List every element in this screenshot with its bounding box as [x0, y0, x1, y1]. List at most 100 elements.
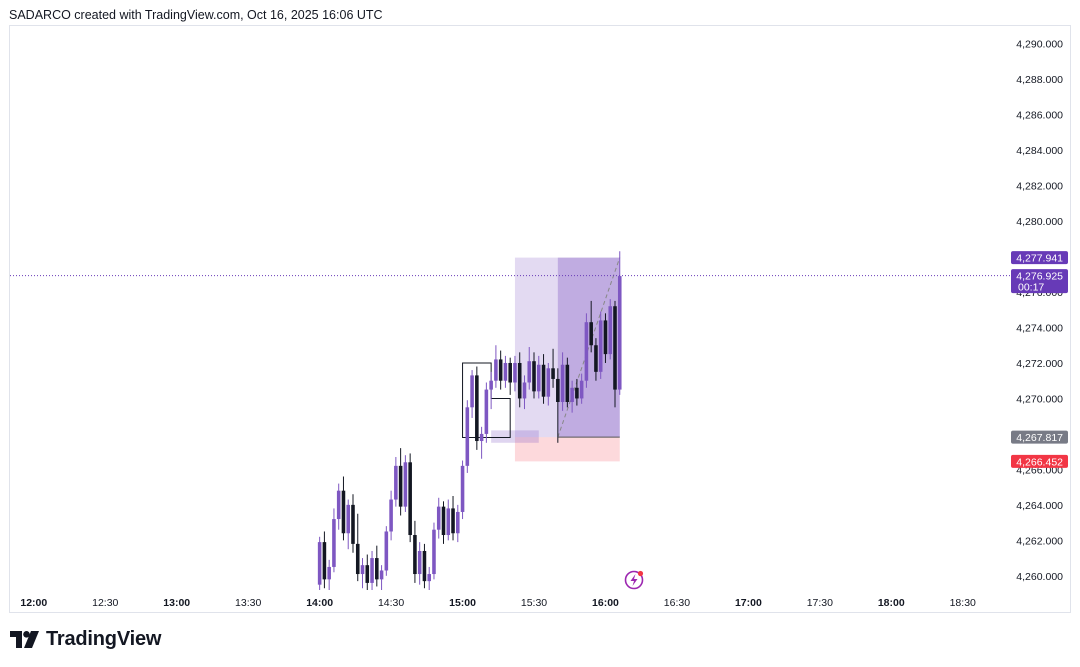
candle-body [570, 387, 574, 402]
candle [451, 496, 455, 541]
candle-body [389, 499, 393, 532]
candle-body [336, 490, 341, 520]
price-tag-label: 4,276.925 [1016, 271, 1063, 283]
candle-body [522, 382, 527, 399]
candle-body [594, 345, 598, 372]
candle [484, 382, 489, 443]
candle-body [370, 558, 374, 583]
candle [384, 526, 389, 576]
candle-body [517, 362, 522, 399]
candle [608, 299, 613, 360]
candle [436, 497, 441, 539]
candle-body [355, 543, 360, 575]
candle [565, 357, 570, 408]
candle [513, 355, 517, 392]
candle [560, 352, 565, 411]
x-tick-label: 15:00 [449, 597, 476, 609]
candle [341, 476, 346, 541]
price-tag-target: 4,277.941 [1011, 251, 1068, 265]
price-tag-entry: 4,267.817 [1011, 430, 1068, 444]
candle-body [394, 465, 398, 500]
candle-body [351, 504, 355, 544]
candle-body [513, 362, 517, 383]
candle [470, 370, 474, 418]
candle-body [532, 361, 536, 392]
candle [332, 508, 336, 573]
candle-body [508, 362, 512, 383]
candle [532, 352, 536, 399]
candle [351, 494, 355, 553]
candle-body [341, 490, 346, 534]
candle-body [346, 504, 351, 534]
y-tick-label: 4,260.000 [1016, 571, 1063, 583]
brand-name: TradingView [46, 628, 162, 650]
candle [413, 520, 417, 583]
x-tick-label: 13:30 [235, 597, 261, 609]
candle [575, 378, 579, 406]
candle [441, 501, 446, 544]
candle [322, 531, 327, 589]
stop-zone [514, 437, 620, 462]
candle [546, 362, 551, 406]
candle [360, 558, 365, 589]
candle [355, 513, 360, 582]
plot-area [317, 251, 622, 590]
candle [427, 566, 431, 590]
candle [432, 522, 436, 580]
candle-body [327, 566, 331, 580]
candle-body [456, 511, 460, 534]
y-tick-label: 4,282.000 [1016, 181, 1063, 193]
price-tag-stop: 4,266.452 [1011, 454, 1068, 468]
candle-body [551, 368, 555, 379]
candle-body [584, 322, 589, 381]
candle [346, 499, 351, 550]
x-tick-label: 12:00 [20, 597, 47, 609]
price-tag-countdown: 00:17 [1018, 282, 1044, 294]
candle [589, 300, 593, 353]
y-tick-label: 4,270.000 [1016, 393, 1063, 405]
candle [613, 300, 617, 408]
candle-body [365, 565, 370, 583]
candle [503, 355, 508, 388]
y-tick-label: 4,272.000 [1016, 358, 1063, 370]
candle-body [503, 362, 508, 381]
candle-body [446, 508, 451, 536]
candle-body [484, 389, 489, 434]
price-tag-box [1011, 269, 1068, 294]
price-tag-box [1011, 430, 1068, 444]
candle-body [379, 570, 384, 580]
candle-body [603, 320, 608, 355]
candle [527, 347, 532, 390]
candle [579, 373, 584, 404]
chart-caption: SADARCO created with TradingView.com, Oc… [9, 8, 383, 22]
x-tick-label: 18:00 [878, 597, 905, 609]
x-tick-label: 16:00 [592, 597, 619, 609]
candle [465, 400, 470, 473]
candle [417, 542, 422, 585]
candle [398, 448, 403, 516]
candle [394, 456, 398, 507]
price-tag-box [1011, 454, 1068, 468]
candle [403, 455, 408, 512]
candle-body [322, 542, 327, 580]
candle [422, 543, 427, 589]
x-tick-label: 18:30 [950, 597, 976, 609]
price-tag-label: 4,266.452 [1016, 456, 1063, 468]
candle [551, 348, 555, 388]
x-tick-label: 15:30 [521, 597, 547, 609]
candle-body [498, 359, 503, 381]
chart-frame [9, 25, 1071, 613]
candle-body [470, 375, 474, 408]
candle-body [613, 306, 617, 390]
x-tick-label: 17:30 [807, 597, 833, 609]
candle [446, 499, 451, 541]
candle [522, 375, 527, 410]
lightning-icon-dot [637, 570, 644, 577]
candle-body [403, 462, 408, 507]
candle-body [436, 506, 441, 530]
candle-body [432, 529, 436, 575]
trade-path-line [557, 257, 621, 438]
candle [594, 338, 598, 381]
